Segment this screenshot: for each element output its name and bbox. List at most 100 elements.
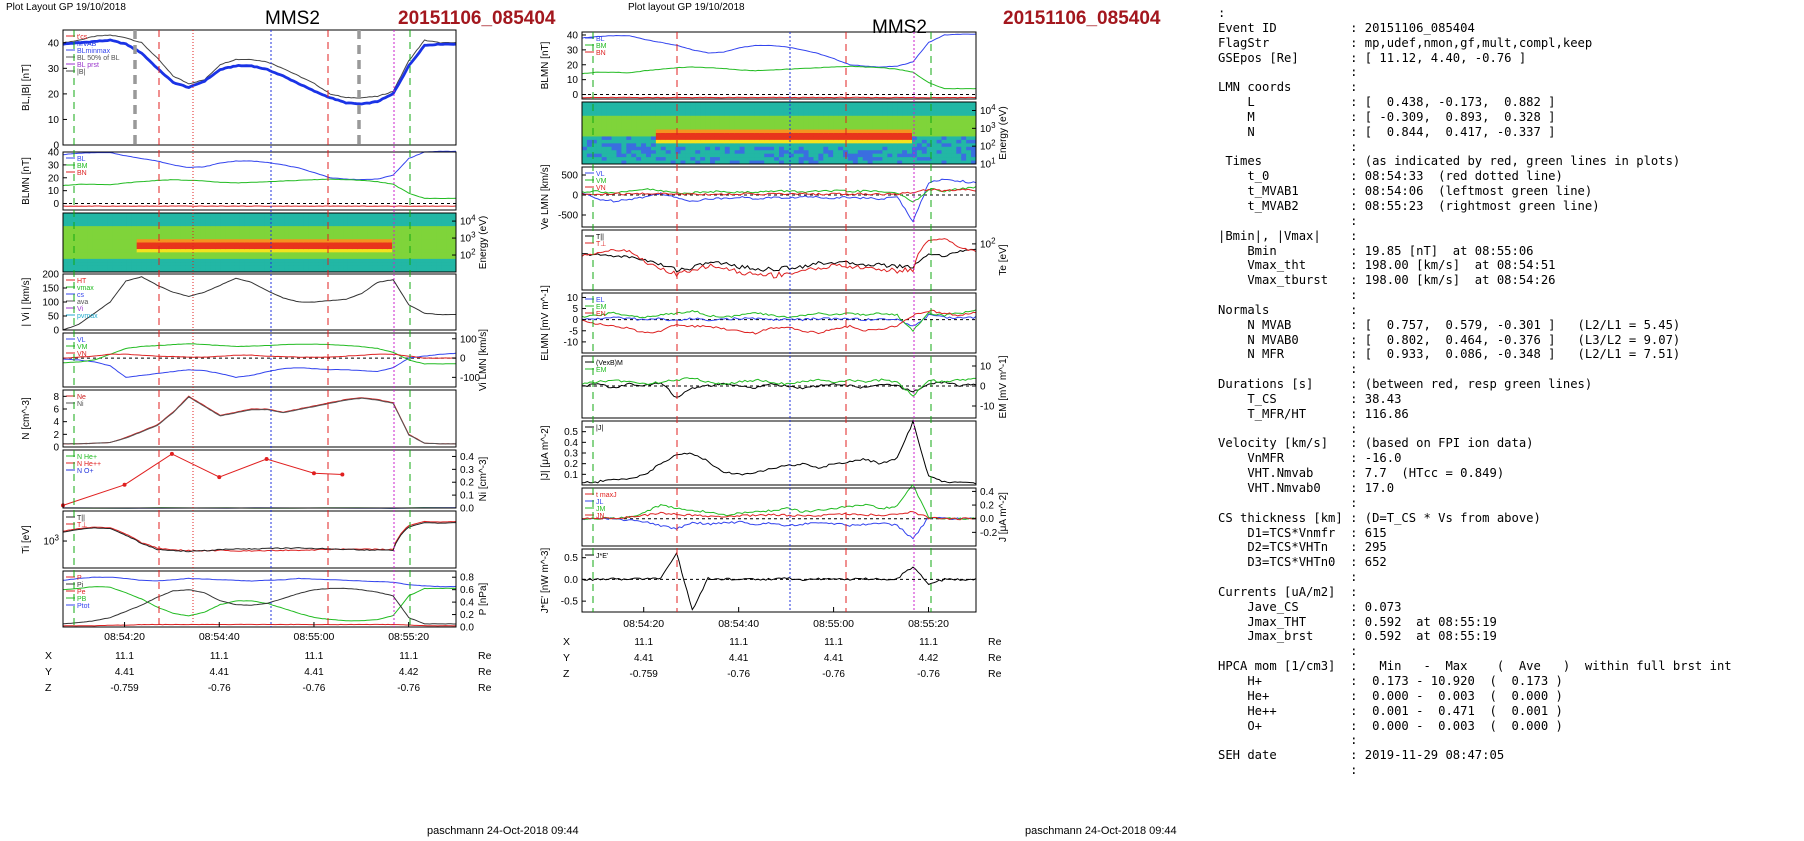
spectrogram-cell: [279, 216, 285, 221]
spectrogram-cell: [838, 133, 844, 137]
spectrogram-cell: [641, 122, 647, 127]
spectrogram-cell: [190, 213, 197, 217]
spectrogram-cell: [813, 146, 819, 151]
spectrogram-cell: [401, 258, 408, 263]
spectrogram-cell: [298, 252, 305, 257]
spectrogram-cell: [601, 146, 608, 151]
spectrogram-cell: [793, 143, 800, 148]
spectrogram-cell: [902, 102, 908, 106]
spectrogram-cell: [362, 255, 369, 260]
spectrogram-cell: [591, 115, 598, 120]
spectrogram-cell: [200, 255, 206, 260]
spectrogram-cell: [185, 216, 192, 221]
spectrogram-cell: [714, 112, 721, 117]
spectrogram-cell: [387, 249, 393, 253]
spectrogram-cell: [892, 105, 898, 110]
spectrogram-cell: [582, 108, 588, 113]
spectrogram-cell: [936, 129, 943, 134]
spectrogram-cell: [347, 216, 354, 221]
spectrogram-cell: [783, 108, 790, 113]
spectrogram-cell: [107, 245, 113, 250]
spectrogram-cell: [220, 265, 226, 270]
spectrogram-cell: [161, 268, 167, 273]
spectrogram-cell: [200, 262, 206, 266]
spectrogram-cell: [117, 268, 123, 273]
spectrogram-cell: [921, 136, 928, 141]
spectrogram-cell: [892, 157, 898, 162]
spectrogram-cell: [655, 115, 662, 120]
spectrogram-cell: [798, 102, 805, 106]
spectrogram-cell: [446, 262, 452, 266]
spectrogram-cell: [185, 229, 192, 234]
spectrogram-cell: [279, 239, 285, 243]
spectrogram-cell: [195, 219, 202, 224]
spectrogram-cell: [907, 102, 913, 106]
spectrogram-cell: [808, 115, 814, 120]
spectrogram-cell: [205, 265, 211, 270]
spectrogram-cell: [377, 249, 383, 253]
spectrogram-cell: [112, 255, 118, 260]
spectrogram-cell: [961, 108, 967, 113]
spectrogram-cell: [729, 102, 736, 106]
spectrogram-cell: [367, 229, 373, 234]
spectrogram-cell: [441, 245, 447, 250]
spectrogram-cell: [951, 143, 957, 148]
spectrogram-cell: [239, 262, 246, 266]
info-line: SEH date : 2019-11-29 08:47:05: [1218, 748, 1505, 763]
spectrogram-cell: [911, 157, 918, 162]
spectrogram-cell: [650, 136, 657, 141]
spectrogram-cell: [82, 219, 89, 224]
legend-label: |B|: [77, 69, 85, 76]
spectrogram-cell: [621, 102, 627, 106]
spectrogram-cell: [318, 252, 324, 257]
spectrogram-cell: [779, 105, 785, 110]
spectrogram-cell: [112, 213, 118, 217]
spectrogram-cell: [146, 252, 152, 257]
info-line: Event ID : 20151106_085404: [1218, 20, 1475, 35]
spectrogram-cell: [293, 216, 300, 221]
spectrogram-cell: [141, 219, 148, 224]
spectrogram-cell: [902, 105, 908, 110]
spectrogram-cell: [700, 160, 706, 165]
ephemeris-value: 11.1: [115, 651, 134, 662]
spectrogram-cell: [911, 129, 918, 134]
spectrogram-cell: [279, 242, 285, 247]
spectrogram-cell: [112, 226, 118, 230]
spectrogram-cell: [675, 150, 681, 155]
spectrogram-cell: [734, 146, 741, 151]
spectrogram-cell: [921, 160, 928, 165]
spectrogram-cell: [660, 102, 667, 106]
spectrogram-cell: [847, 153, 854, 158]
spectrogram-cell: [887, 108, 893, 113]
spectrogram-cell: [646, 126, 652, 131]
spectrogram-cell: [347, 255, 354, 260]
info-line: Bmin : 19.85 [nT] at 08:55:06: [1218, 243, 1534, 258]
spectrogram-cell: [180, 226, 187, 230]
spectrogram-cell: [308, 213, 315, 217]
y-tick-label: 30: [567, 45, 579, 56]
spectrogram-cell: [847, 122, 854, 127]
spectrogram-cell: [136, 245, 143, 250]
spectrogram-cell: [141, 239, 148, 243]
spectrogram-cell: [877, 129, 883, 134]
spectrogram-cell: [401, 219, 408, 224]
spectrogram-cell: [591, 136, 598, 141]
spectrogram-cell: [333, 213, 339, 217]
spectrogram-cell: [680, 119, 686, 124]
spectrogram-cell: [333, 232, 339, 237]
spectrogram-cell: [397, 258, 403, 263]
spectrogram-cell: [788, 105, 795, 110]
spectrogram-cell: [902, 160, 908, 165]
spectrogram-cell: [710, 133, 716, 137]
spectrogram-cell: [141, 258, 148, 263]
spectrogram-cell: [749, 143, 755, 148]
spectrogram-cell: [911, 105, 918, 110]
spectrogram-cell: [867, 143, 874, 148]
spectrogram-cell: [690, 122, 696, 127]
spectrogram-cell: [636, 119, 642, 124]
spectrogram-cell: [719, 133, 726, 137]
spectrogram-cell: [788, 153, 795, 158]
spectrogram-cell: [818, 160, 824, 165]
spectrogram-cell: [897, 139, 903, 144]
x-tick-label: 08:54:20: [104, 631, 145, 643]
